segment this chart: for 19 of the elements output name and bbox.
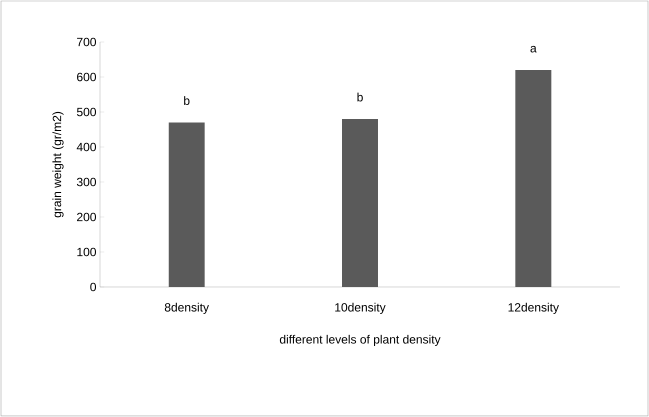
- y-tick-label: 100: [77, 248, 96, 256]
- x-tick-label: 10density: [335, 302, 386, 314]
- x-tick-label: 8density: [164, 302, 209, 314]
- annotation: a: [530, 46, 537, 52]
- annotation: b: [357, 92, 363, 102]
- x-axis-title: different levels of plant density: [280, 334, 441, 346]
- y-tick-label: 200: [77, 212, 96, 222]
- x-tick-label: 12density: [508, 302, 559, 314]
- y-tick-label: 600: [77, 72, 96, 82]
- y-axis-title: grain weight (gr/m2): [52, 112, 64, 218]
- y-tick-label: 700: [77, 38, 96, 46]
- bar: [168, 122, 205, 287]
- annotation: b: [184, 96, 190, 105]
- bar: [515, 70, 552, 287]
- y-tick-label: 300: [76, 178, 96, 186]
- bar: [342, 118, 378, 287]
- y-tick-label: 500: [76, 108, 96, 116]
- y-tick-label: 0: [90, 282, 96, 292]
- y-tick-label: 400: [76, 142, 96, 152]
